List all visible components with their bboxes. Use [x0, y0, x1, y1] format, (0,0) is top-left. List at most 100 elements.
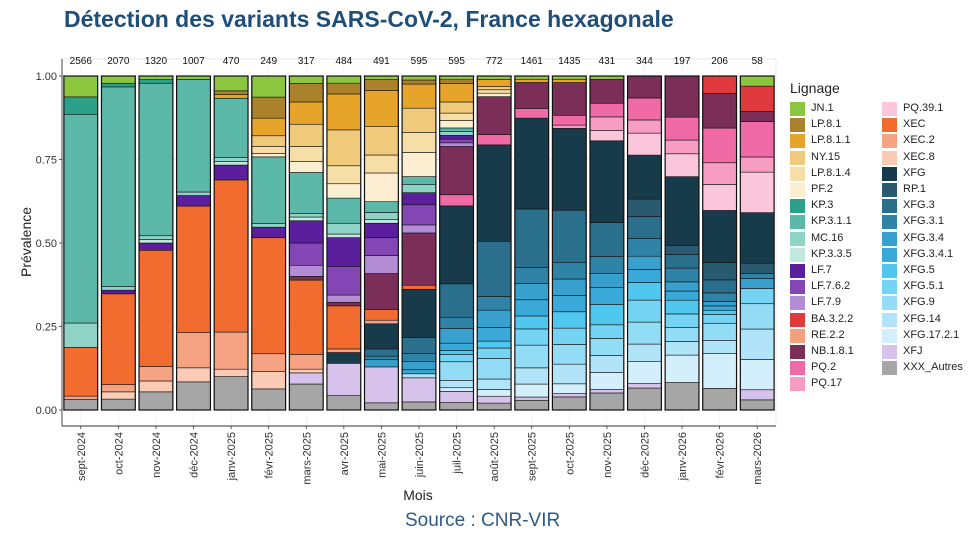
legend-label: PQ.2 [811, 361, 837, 374]
bar-segment [739, 111, 775, 122]
bar-segment [439, 83, 474, 103]
legend-label: LP.8.1.4 [811, 166, 851, 179]
bar-segment [476, 340, 512, 349]
bar-segment [176, 381, 211, 411]
x-tick-label: oct-2025 [564, 432, 576, 475]
x-tick-label: oct-2024 [113, 432, 125, 475]
bar-segment [213, 94, 249, 99]
bar-segment [101, 82, 136, 88]
bar-segment [401, 373, 437, 379]
bar-segment [101, 384, 136, 393]
bar-segment [364, 323, 399, 350]
bar-segment [627, 299, 662, 323]
bar-segment [739, 262, 775, 274]
bar-segment [739, 278, 775, 289]
bar-segment [326, 183, 362, 199]
bar-segment [702, 322, 737, 341]
x-tick-label: janv-2025 [226, 432, 238, 481]
legend-swatch [882, 247, 897, 262]
legend-label: LF.7.6.2 [811, 280, 851, 293]
bar-segment [627, 321, 662, 345]
bar-segment [627, 216, 662, 239]
bar-segment [439, 391, 474, 403]
bar-segment [326, 301, 362, 307]
bar-segment [589, 287, 625, 305]
bar-segment [739, 273, 775, 279]
bar-segment [138, 82, 174, 237]
bar-segment [401, 83, 437, 109]
bar-segment [364, 366, 399, 404]
bar-segment [702, 210, 737, 263]
bar-segment [289, 372, 324, 385]
legend-swatch [790, 231, 805, 246]
bar-segment [289, 242, 324, 266]
bar-segment [213, 97, 249, 158]
bar-segment [702, 292, 737, 302]
bar-segment [289, 368, 324, 374]
bar-segment [589, 102, 625, 118]
legend-label: XFG.3 [903, 199, 935, 212]
bar-segment [702, 309, 737, 315]
x-tick-label: déc-2024 [189, 432, 201, 478]
bar-segment [251, 353, 286, 372]
bar-segment [514, 283, 549, 301]
bar-segment [439, 387, 474, 392]
count-label: 1007 [182, 56, 205, 67]
legend-swatch [790, 134, 805, 149]
bar-segment [702, 388, 737, 411]
bar-segment [664, 75, 700, 118]
bar-segment [364, 309, 399, 321]
bar-segment [589, 130, 625, 142]
bar-segment [251, 226, 286, 239]
bar-segment [326, 305, 362, 350]
bar-segment [439, 194, 474, 207]
legend-label: RE.2.2 [811, 328, 845, 341]
bar-segment [289, 161, 324, 173]
bar-segment [552, 114, 587, 126]
legend-label: XFJ [903, 345, 923, 357]
count-label: 484 [335, 56, 352, 67]
bar-segment [364, 212, 399, 220]
bar-segment [176, 367, 211, 383]
bar-segment [251, 388, 286, 411]
bar-segment [664, 382, 700, 411]
legend-swatch [790, 166, 805, 181]
bar-segment [364, 154, 399, 174]
legend-swatch [882, 102, 897, 116]
bar-segment [552, 82, 587, 116]
bar-segment [476, 96, 512, 135]
bar-segment [627, 198, 662, 217]
legend-label: XFG.14 [903, 312, 941, 325]
bar-segment [326, 197, 362, 224]
bar-segment [589, 355, 625, 373]
bar-segment [63, 399, 99, 411]
bar-segment [552, 278, 587, 296]
bar-segment [439, 142, 474, 147]
bar-segment [476, 347, 512, 359]
bar-segment [213, 157, 249, 162]
bar-segment [589, 324, 625, 339]
bar-outline [401, 75, 437, 411]
bar-segment [251, 135, 286, 147]
bar-segment [627, 343, 662, 362]
legend-label: KP.3.3.5 [811, 247, 852, 260]
legend: Lignage JN.1 LP.8.1 LP.8.1.1 NY.15 LP.8.1.4 P… [790, 80, 970, 392]
legend-swatch [790, 328, 805, 343]
bar-segment [213, 164, 249, 181]
bar-segment [439, 328, 474, 344]
bar-segment [401, 361, 437, 371]
bar-segment [476, 309, 512, 328]
bar-outline [213, 75, 249, 411]
bar-segment [702, 127, 737, 164]
bar-segment [514, 267, 549, 284]
bar-segment [138, 235, 174, 240]
bar-segment [439, 361, 474, 381]
bar-segment [476, 134, 512, 146]
bar-segment [476, 402, 512, 411]
legend-swatch [790, 199, 805, 214]
bar-segment [326, 93, 362, 131]
legend-swatch [790, 296, 805, 311]
bar-segment [627, 97, 662, 121]
bar-segment [476, 89, 512, 94]
bar-segment [213, 90, 249, 95]
